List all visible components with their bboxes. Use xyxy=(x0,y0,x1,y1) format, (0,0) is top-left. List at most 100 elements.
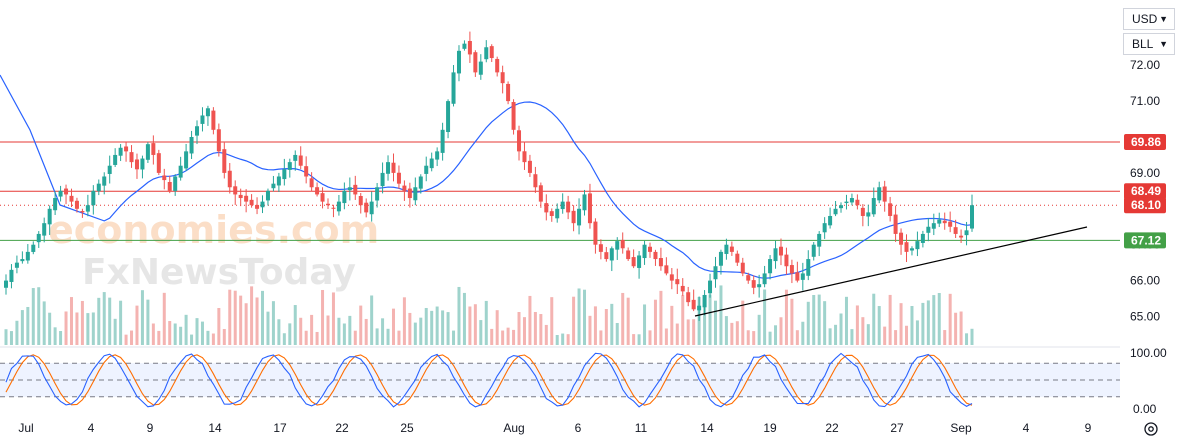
volume-bar xyxy=(828,328,832,345)
candle-body xyxy=(113,154,118,165)
candle-body xyxy=(893,214,898,234)
candle-body xyxy=(69,195,74,202)
volume-bar xyxy=(566,334,570,345)
volume-bar xyxy=(353,330,357,345)
candle-body xyxy=(391,162,396,173)
candle-body xyxy=(265,190,270,201)
candle-body xyxy=(462,43,467,49)
candle-body xyxy=(293,154,298,161)
candle-body xyxy=(309,178,314,188)
volume-bar xyxy=(348,315,352,345)
candle-body xyxy=(386,162,391,174)
time-tick-label: 17 xyxy=(273,421,287,435)
volume-bar xyxy=(239,295,243,345)
volume-bar xyxy=(697,296,701,345)
candle-body xyxy=(151,143,156,155)
candle-body xyxy=(489,46,494,59)
price-badge-0 xyxy=(1124,134,1166,151)
time-tick-label: 6 xyxy=(575,421,582,435)
candle-body xyxy=(255,204,260,209)
volume-bar xyxy=(626,297,630,345)
trendline xyxy=(694,226,1088,317)
volume-bar xyxy=(408,312,412,345)
time-tick-label: 27 xyxy=(890,421,904,435)
volume-bar xyxy=(119,300,123,345)
volume-bar xyxy=(812,295,816,345)
chevron-down-icon: ▼ xyxy=(1159,39,1168,49)
candle-body xyxy=(495,58,500,73)
volume-bar xyxy=(168,321,172,345)
candle-body xyxy=(626,250,631,260)
volume-bar xyxy=(866,324,870,345)
volume-bar xyxy=(244,303,248,345)
candle-body xyxy=(446,101,451,133)
volume-bar xyxy=(342,323,346,345)
candle-body xyxy=(527,160,532,173)
volume-bar xyxy=(544,324,548,345)
candle-body xyxy=(25,251,30,261)
volume-bar xyxy=(501,330,505,345)
volume-bar xyxy=(397,330,401,345)
volume-bar xyxy=(282,333,286,345)
candle-body xyxy=(80,211,85,213)
chevron-down-icon: ▼ xyxy=(1159,14,1168,24)
candle-body xyxy=(637,255,642,268)
volume-bar xyxy=(53,327,57,345)
volume-bar xyxy=(9,331,13,345)
candle-body xyxy=(9,269,14,282)
volume-bars xyxy=(4,285,974,345)
price-tick-label: 66.00 xyxy=(1130,274,1160,288)
volume-bar xyxy=(157,330,161,345)
volume-bar xyxy=(681,295,685,345)
candle-body xyxy=(920,233,925,243)
volume-bar xyxy=(965,333,969,345)
candle-body xyxy=(91,190,96,206)
volume-bar xyxy=(555,334,559,345)
stoch-axis-0: 0.00 xyxy=(1133,402,1157,416)
stoch-d-line xyxy=(5,354,973,406)
volume-bar xyxy=(926,300,930,345)
candle-body xyxy=(326,203,330,206)
volume-bar xyxy=(140,290,144,345)
candle-body xyxy=(964,230,969,236)
volume-bar xyxy=(746,330,750,345)
currency-button[interactable]: USD ▼ xyxy=(1123,8,1175,30)
volume-bar xyxy=(304,330,308,345)
time-axis[interactable]: Jul 4 9 14 17 22 25 Aug 6 11 14 19 22 27 Sep 4 9 xyxy=(18,421,1091,435)
candle-body xyxy=(456,50,461,74)
volume-bar xyxy=(779,317,783,345)
volume-bar xyxy=(4,329,8,345)
candle-body xyxy=(833,208,838,215)
candle-body xyxy=(860,207,865,216)
volume-bar xyxy=(146,299,150,345)
volume-bar xyxy=(31,288,35,345)
candle-body xyxy=(615,241,620,250)
candle-body xyxy=(364,202,369,213)
candle-body xyxy=(331,207,336,209)
unit-button[interactable]: BLL ▼ xyxy=(1123,33,1175,55)
candle-body xyxy=(506,83,511,102)
candle-body xyxy=(817,233,822,247)
volume-bar xyxy=(20,310,24,345)
settings-gear-icon[interactable] xyxy=(1144,422,1158,436)
candle-body xyxy=(222,149,227,173)
candle-body xyxy=(587,193,592,224)
candle-body xyxy=(762,273,767,285)
volume-bar xyxy=(293,305,297,345)
price-badge-label-0: 69.86 xyxy=(1131,135,1161,149)
candle-body xyxy=(849,198,854,203)
candle-body xyxy=(178,165,183,178)
unit-label: BLL xyxy=(1132,37,1154,51)
candle-body xyxy=(74,200,79,209)
volume-bar xyxy=(91,312,95,345)
volume-bar xyxy=(632,334,636,345)
volume-bar xyxy=(774,325,778,345)
candle-body xyxy=(107,165,112,174)
volume-bar xyxy=(583,289,587,345)
volume-bar xyxy=(310,314,314,345)
candle-body xyxy=(64,188,69,195)
volume-bar xyxy=(741,300,745,345)
volume-bar xyxy=(561,333,565,345)
volume-bar xyxy=(768,331,772,345)
candle-body xyxy=(375,187,380,201)
